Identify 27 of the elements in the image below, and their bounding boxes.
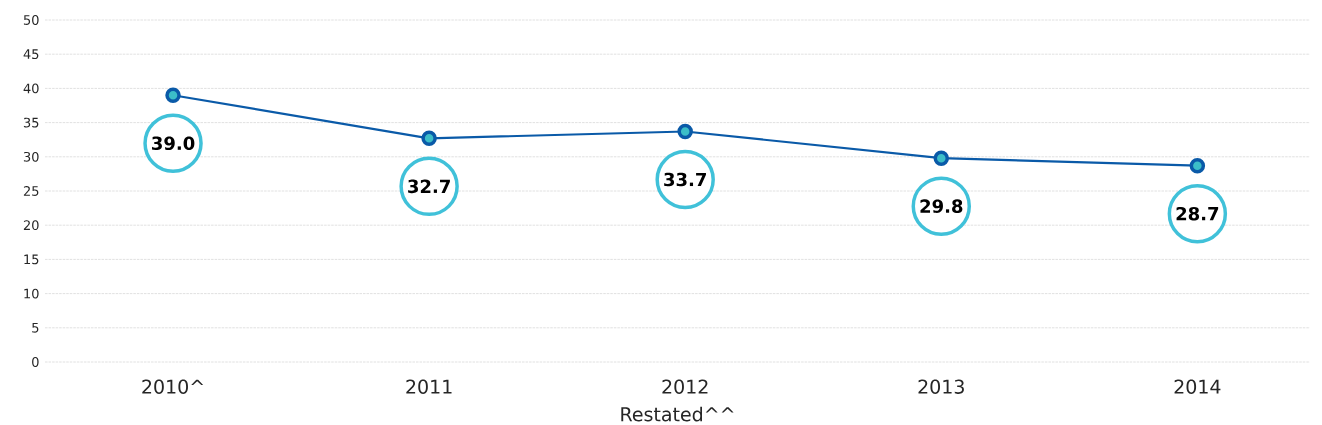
point <box>165 87 181 103</box>
y-tick-label: 10 <box>24 288 39 299</box>
x-tick-label: 2011 <box>406 379 452 394</box>
y-tick-label: 40 <box>23 83 39 94</box>
point <box>677 123 693 140</box>
data-label: 33.7 <box>664 172 706 187</box>
y-tick-label: 20 <box>23 220 39 231</box>
point <box>421 130 437 147</box>
y-tick-label: 0 <box>32 357 39 367</box>
y-tick-label: 45 <box>23 49 39 60</box>
x-tick-label: 2010^ <box>142 379 204 394</box>
x-tick-label: 2012 <box>662 379 708 394</box>
y-tick-label: 5 <box>32 322 39 333</box>
data-label: 29.8 <box>920 199 963 213</box>
y-tick-label: 35 <box>23 117 39 128</box>
point <box>933 150 950 166</box>
y-tick-label: 15 <box>24 254 39 265</box>
data-label: 32.7 <box>408 179 450 194</box>
y-tick-label: 30 <box>23 151 39 162</box>
x-axis-title: Restated^^ <box>621 406 734 422</box>
x-tick-label: 2014 <box>1174 379 1221 394</box>
point <box>1189 157 1206 174</box>
x-tick-label: 2013 <box>918 379 964 394</box>
data-label: 28.7 <box>1176 206 1219 221</box>
y-tick-label: 25 <box>23 186 39 196</box>
data-label: 39.0 <box>152 136 195 151</box>
y-tick-label: 50 <box>23 15 39 25</box>
